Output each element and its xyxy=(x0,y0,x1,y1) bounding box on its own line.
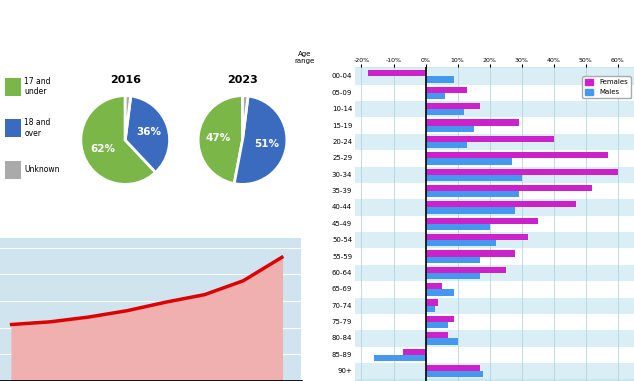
Bar xyxy=(425,158,512,165)
Bar xyxy=(425,316,455,322)
Bar xyxy=(330,117,634,134)
Text: 62%: 62% xyxy=(90,144,115,154)
Bar xyxy=(403,349,425,355)
Wedge shape xyxy=(234,96,287,184)
Bar xyxy=(425,234,528,240)
Bar xyxy=(374,355,425,361)
Wedge shape xyxy=(81,96,155,184)
Text: 18 and
over: 18 and over xyxy=(25,118,51,138)
Bar xyxy=(330,248,634,265)
Bar xyxy=(425,332,448,338)
Bar xyxy=(425,201,576,208)
Wedge shape xyxy=(126,96,131,140)
Bar xyxy=(425,322,448,328)
Bar xyxy=(425,371,483,378)
Bar xyxy=(330,199,634,216)
Bar xyxy=(425,185,592,191)
Wedge shape xyxy=(126,96,169,172)
Bar xyxy=(425,126,474,132)
Wedge shape xyxy=(198,96,242,184)
Text: PERCENTAGE INCREASE YEAR-ON-YEAR: PERCENTAGE INCREASE YEAR-ON-YEAR xyxy=(375,51,573,60)
Bar xyxy=(330,150,634,166)
Wedge shape xyxy=(242,96,248,140)
Bar xyxy=(425,289,455,296)
Bar xyxy=(425,86,467,93)
Bar xyxy=(330,347,634,363)
Title: 2016: 2016 xyxy=(110,75,141,85)
Bar xyxy=(425,136,554,142)
Bar xyxy=(425,365,480,371)
Bar xyxy=(425,103,480,109)
Bar xyxy=(425,168,618,175)
Bar xyxy=(330,314,634,330)
Bar xyxy=(425,175,522,181)
Bar xyxy=(330,232,634,248)
Text: 17 and
under: 17 and under xyxy=(25,77,51,96)
Bar xyxy=(425,250,515,256)
Bar xyxy=(425,306,435,312)
Bar xyxy=(425,267,506,273)
Bar xyxy=(330,298,634,314)
Bar xyxy=(330,183,634,199)
Bar xyxy=(425,338,458,345)
Text: 36%: 36% xyxy=(136,128,161,138)
Text: AGE BREAKDOWN 2015 V 2022: AGE BREAKDOWN 2015 V 2022 xyxy=(72,51,229,60)
Bar xyxy=(330,363,634,379)
Legend: Females, Males: Females, Males xyxy=(583,77,631,98)
Bar xyxy=(330,68,634,85)
Bar xyxy=(425,283,442,289)
Bar xyxy=(425,208,515,214)
Bar xyxy=(330,330,634,347)
Bar xyxy=(425,93,445,99)
Bar xyxy=(330,85,634,101)
Bar xyxy=(425,77,455,83)
Text: 51%: 51% xyxy=(254,139,279,149)
Bar xyxy=(425,218,538,224)
Text: Unknown: Unknown xyxy=(25,165,60,174)
Text: ADHD PRESCRIPTIONS OVER TIME: ADHD PRESCRIPTIONS OVER TIME xyxy=(65,223,236,232)
Bar xyxy=(330,101,634,117)
Bar xyxy=(425,256,480,263)
Bar xyxy=(4,119,22,137)
Bar xyxy=(425,142,467,148)
Bar xyxy=(330,265,634,281)
Bar xyxy=(425,299,438,306)
Bar xyxy=(4,160,22,179)
Text: Age
range: Age range xyxy=(295,51,315,64)
Bar xyxy=(368,70,425,77)
Bar xyxy=(330,166,634,183)
Bar xyxy=(425,191,519,197)
Text: HOW ADHD PRESCRIPTIONS HAVE ROCKETED: HOW ADHD PRESCRIPTIONS HAVE ROCKETED xyxy=(70,13,564,31)
Text: 47%: 47% xyxy=(205,133,231,143)
Bar xyxy=(425,273,480,279)
Bar xyxy=(425,240,496,247)
Bar xyxy=(330,216,634,232)
Title: 2023: 2023 xyxy=(227,75,258,85)
Bar xyxy=(425,109,464,115)
Bar xyxy=(425,224,489,230)
Bar xyxy=(4,78,22,96)
Bar xyxy=(330,134,634,150)
Bar xyxy=(330,281,634,298)
Bar xyxy=(425,119,519,126)
Bar xyxy=(425,152,609,158)
